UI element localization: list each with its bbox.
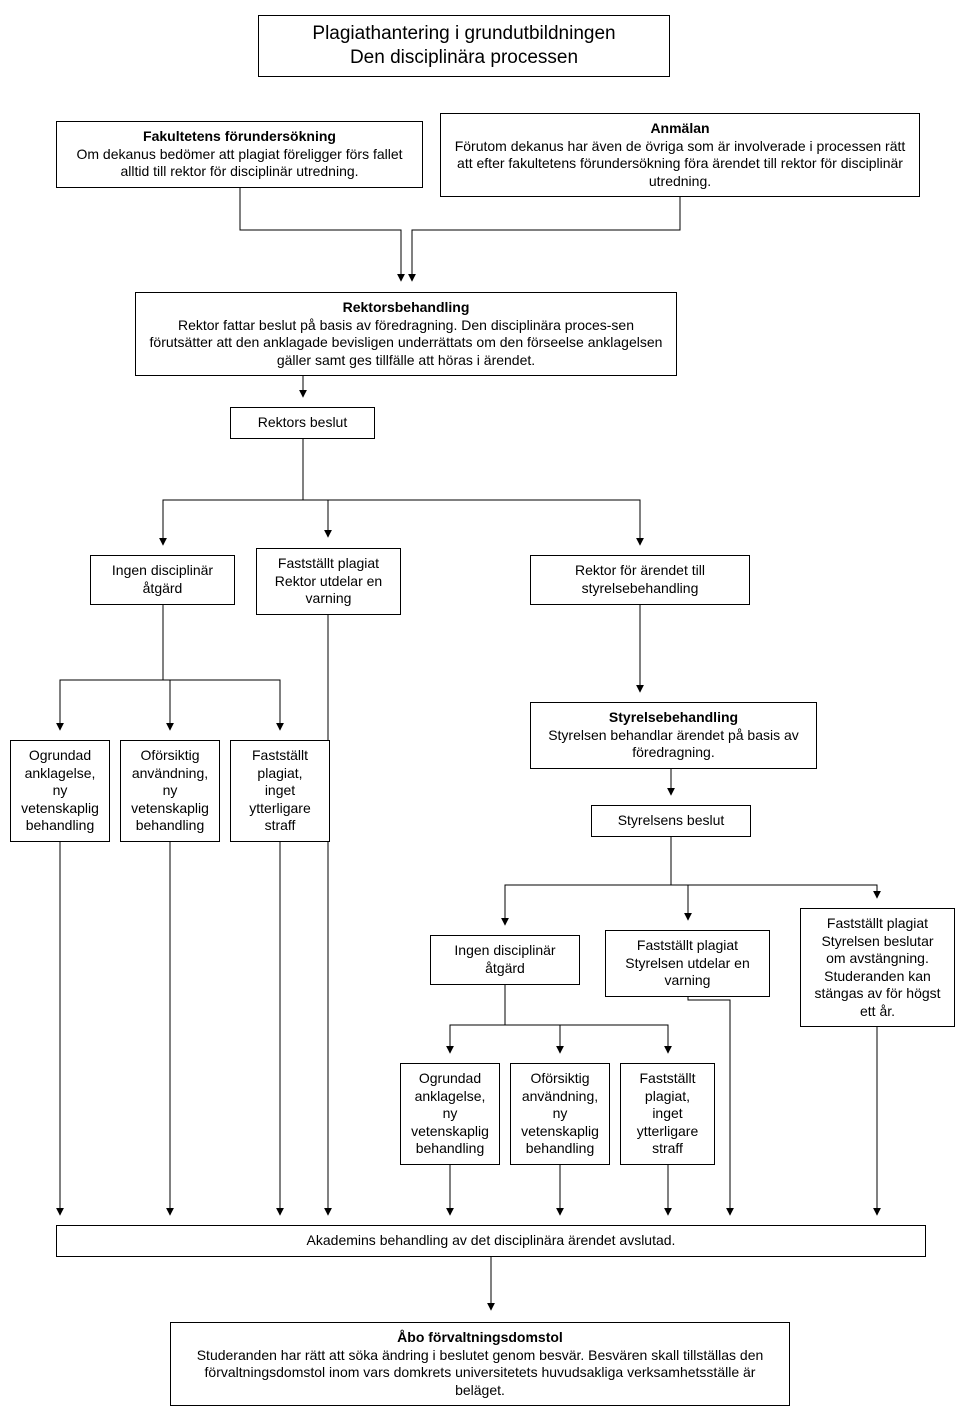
node-anmalan: Anmälan Förutom dekanus har även de övri…	[440, 113, 920, 197]
node-body: Fastställt plagiat, inget ytterligare st…	[249, 747, 310, 833]
node-abo-forvaltningsdomstol: Åbo förvaltningsdomstol Studeranden har …	[170, 1322, 790, 1406]
node-body: Fastställt plagiatRektor utdelar en varn…	[275, 555, 382, 606]
node-body: Om dekanus bedömer att plagiat föreligge…	[76, 146, 402, 180]
node-body: Förutom dekanus har även de övriga som ä…	[455, 138, 906, 189]
node-body: Rektors beslut	[258, 414, 347, 430]
node-ogrundad-2: Ogrundad anklagelse, ny vetenskaplig beh…	[400, 1063, 500, 1165]
title-box: Plagiathantering i grundutbildningen Den…	[258, 15, 670, 77]
flowchart-canvas: Plagiathantering i grundutbildningen Den…	[0, 0, 960, 1426]
node-heading: Anmälan	[650, 120, 709, 136]
node-styrelsen-varning: Fastställt plagiatStyrelsen utdelar en v…	[605, 930, 770, 997]
node-body: Oförsiktig användning, ny vetenskaplig b…	[131, 747, 209, 833]
node-rektorsbehandling: Rektorsbehandling Rektor fattar beslut p…	[135, 292, 677, 376]
node-body: Akademins behandling av det disciplinära…	[307, 1232, 676, 1248]
node-body: Ogrundad anklagelse, ny vetenskaplig beh…	[21, 747, 99, 833]
node-heading: Åbo förvaltningsdomstol	[397, 1329, 563, 1345]
node-body: Fastställt plagiatStyrelsen utdelar en v…	[625, 937, 750, 988]
node-body: Fastställt plagiatStyrelsen beslutar om …	[814, 915, 940, 1019]
node-body: Rektor fattar beslut på basis av föredra…	[150, 317, 663, 368]
title-line2: Den disciplinära processen	[350, 47, 578, 68]
node-body: Rektor för ärendet till styrelsebehandli…	[575, 562, 705, 596]
node-oforsiktig-1: Oförsiktig användning, ny vetenskaplig b…	[120, 740, 220, 842]
node-body: Ogrundad anklagelse, ny vetenskaplig beh…	[411, 1070, 489, 1156]
node-rektor-styrelse: Rektor för ärendet till styrelsebehandli…	[530, 555, 750, 605]
node-heading: Rektorsbehandling	[343, 299, 470, 315]
node-ingen-disciplinar-2: Ingen disciplinär åtgärd	[430, 935, 580, 985]
node-heading: Styrelsebehandling	[609, 709, 738, 725]
node-body: Oförsiktig användning, ny vetenskaplig b…	[521, 1070, 599, 1156]
node-faststallt-varning: Fastställt plagiatRektor utdelar en varn…	[256, 548, 401, 615]
node-akademins-avslutad: Akademins behandling av det disciplinära…	[56, 1225, 926, 1257]
node-body: Ingen disciplinär åtgärd	[454, 942, 555, 976]
node-styrelsebehandling: Styrelsebehandling Styrelsen behandlar ä…	[530, 702, 817, 769]
node-faststallt-inget-straff-2: Fastställt plagiat, inget ytterligare st…	[620, 1063, 715, 1165]
node-ingen-disciplinar-1: Ingen disciplinär åtgärd	[90, 555, 235, 605]
node-oforsiktig-2: Oförsiktig användning, ny vetenskaplig b…	[510, 1063, 610, 1165]
node-body: Styrelsen behandlar ärendet på basis av …	[548, 727, 799, 761]
node-heading: Fakultetens förundersökning	[143, 128, 336, 144]
node-body: Styrelsens beslut	[618, 812, 725, 828]
node-styrelsens-beslut: Styrelsens beslut	[591, 805, 751, 837]
node-rektors-beslut: Rektors beslut	[230, 407, 375, 439]
node-faststallt-inget-straff-1: Fastställt plagiat, inget ytterligare st…	[230, 740, 330, 842]
node-faculty-investigation: Fakultetens förundersökning Om dekanus b…	[56, 121, 423, 188]
node-body: Studeranden har rätt att söka ändring i …	[197, 1347, 764, 1398]
node-body: Ingen disciplinär åtgärd	[112, 562, 213, 596]
node-avstangning: Fastställt plagiatStyrelsen beslutar om …	[800, 908, 955, 1027]
node-body: Fastställt plagiat, inget ytterligare st…	[637, 1070, 698, 1156]
node-ogrundad-1: Ogrundad anklagelse, ny vetenskaplig beh…	[10, 740, 110, 842]
title-line1: Plagiathantering i grundutbildningen	[312, 23, 615, 44]
